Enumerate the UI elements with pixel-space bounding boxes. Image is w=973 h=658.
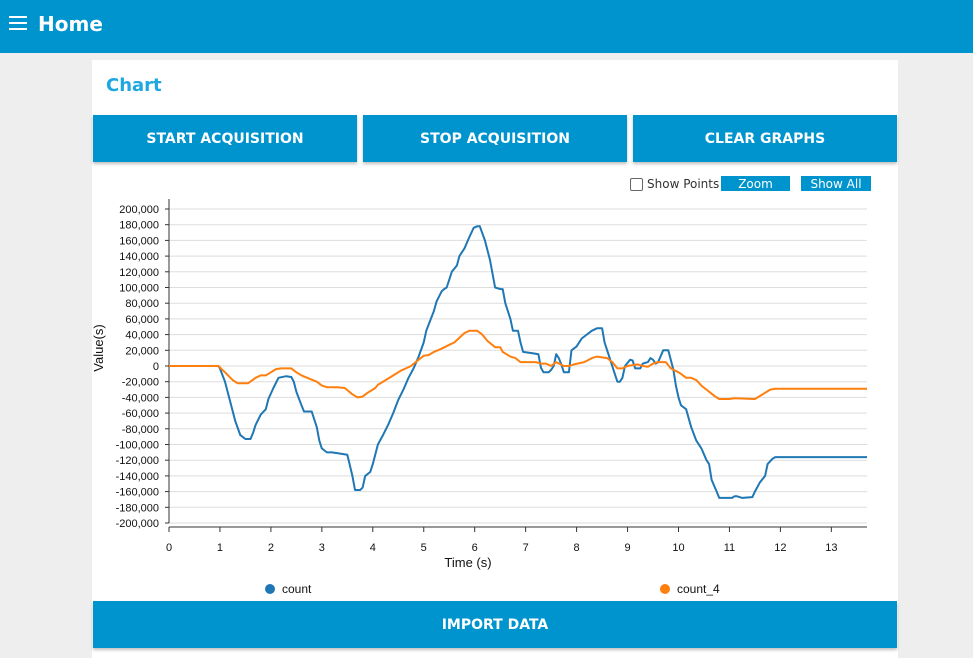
start-acquisition-button[interactable]: START ACQUISITION [93,115,357,162]
show-all-button[interactable]: Show All [801,176,871,191]
card-title: Chart [106,75,162,96]
import-data-button[interactable]: IMPORT DATA [93,601,897,648]
hamburger-menu-icon[interactable] [9,16,27,30]
app-header: Home [0,0,973,53]
stop-acquisition-button[interactable]: STOP ACQUISITION [363,115,627,162]
show-points-label: Show Points [647,177,720,191]
page-title: Home [38,12,103,36]
show-points-checkbox[interactable] [630,178,643,191]
zoom-button[interactable]: Zoom [721,176,790,191]
clear-graphs-button[interactable]: CLEAR GRAPHS [633,115,897,162]
